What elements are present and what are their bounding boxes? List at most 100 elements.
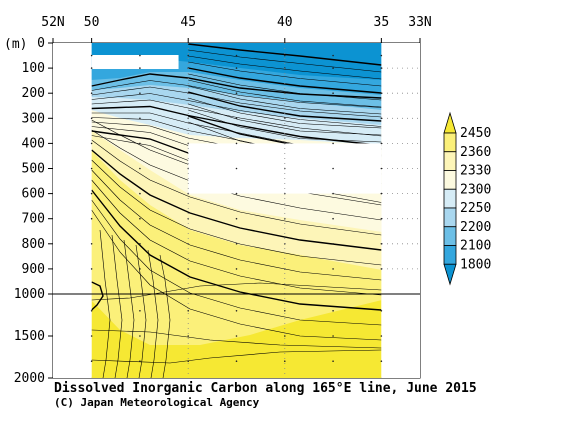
y-tick-label: 300 — [22, 111, 45, 126]
station-sample-dot — [332, 243, 334, 245]
station-sample-dot — [235, 54, 238, 57]
x-tick-label: 50 — [84, 15, 100, 30]
station-sample-dot — [235, 243, 238, 245]
contour-line — [91, 199, 382, 326]
station-sample-dot — [332, 92, 334, 94]
colorbar-label: 2100 — [460, 239, 491, 254]
contour-line — [188, 109, 382, 143]
station-sample-dot — [380, 117, 383, 120]
station-sample-dot — [187, 310, 190, 312]
x-axis-ticks: 52N 50 45 40 35 33N — [41, 15, 432, 43]
station-sample-dot — [139, 243, 141, 245]
station-sample-dot — [90, 67, 93, 69]
station-sample-dot — [90, 268, 93, 270]
contour-line — [91, 209, 382, 341]
no-data-margin — [53, 43, 92, 378]
station-sample-dot — [332, 310, 334, 312]
station-sample-dot — [235, 335, 238, 337]
contour-line — [91, 349, 382, 364]
y-tick-label: 100 — [22, 61, 45, 76]
station-sample-dot — [380, 142, 383, 145]
station-sample-dot — [139, 360, 141, 363]
colorbar-bottom-arrow — [443, 263, 457, 286]
x-tick-label: 35 — [374, 15, 390, 30]
fill-band — [91, 43, 382, 80]
station-sample-dot — [283, 310, 286, 312]
contour-line — [188, 85, 382, 115]
contour-line — [91, 329, 382, 349]
station-sample-dot — [90, 192, 93, 195]
y-unit-label: (m) — [4, 37, 27, 52]
station-sample-dot — [187, 335, 190, 337]
contour-line — [91, 139, 382, 236]
contour-line — [91, 93, 382, 127]
station-sample-dot — [90, 310, 93, 312]
station-sample-dot — [235, 67, 238, 69]
contour-line — [188, 91, 382, 122]
contour-line — [188, 43, 382, 66]
y-tick-label: 1500 — [14, 329, 45, 344]
station-sample-dot — [235, 192, 238, 195]
colorbar-segment — [443, 188, 457, 209]
station-sample-dot — [235, 117, 238, 120]
station-sample-dot — [332, 117, 334, 120]
contour-line — [91, 80, 382, 108]
y-tick-label: 2000 — [14, 371, 45, 386]
station-sample-dot — [139, 310, 141, 312]
station-sample-dot — [90, 54, 93, 57]
station-sample-dot — [380, 92, 383, 94]
y-tick-label: 200 — [22, 86, 45, 101]
no-data-margin — [381, 43, 420, 378]
colorbar-segment — [443, 170, 457, 190]
colorbar-segment — [443, 207, 457, 228]
station-sample-dot — [139, 217, 141, 220]
y-tick-label: 700 — [22, 212, 45, 227]
station-sample-dot — [90, 243, 93, 245]
station-sample-dot — [332, 142, 334, 145]
colorbar-label: 1800 — [460, 257, 491, 272]
colorbar-label: 2360 — [460, 145, 491, 160]
contour-line — [147, 249, 159, 378]
station-sample-dot — [235, 167, 238, 170]
station-sample-dot — [139, 268, 141, 270]
y-tick-label: 1000 — [14, 287, 45, 302]
colorbar-segment — [443, 151, 457, 171]
colorbar-label: 2250 — [460, 201, 491, 216]
colorbar-segment — [443, 245, 457, 265]
station-sample-dot — [139, 142, 141, 145]
contour-line — [91, 189, 382, 311]
station-sample-dot — [332, 335, 334, 337]
y-axis-ticks: 0 100 200 300 400 500 600 700 800 900 1000 1500 2000 — [14, 36, 53, 386]
station-sample-dot — [235, 310, 238, 312]
station-sample-dot — [235, 217, 238, 220]
station-sample-dot — [380, 310, 383, 312]
contour-line — [91, 179, 382, 296]
station-sample-dot — [380, 243, 383, 245]
station-sample-dot — [90, 335, 93, 337]
missing-data-mask — [91, 55, 179, 69]
station-sample-dot — [90, 167, 93, 170]
contour-line — [111, 234, 123, 378]
chart-title: Dissolved Inorganic Carbon along 165°E l… — [54, 381, 477, 396]
x-tick-label: 33N — [408, 15, 431, 30]
contour-line — [188, 49, 382, 73]
colorbar-label: 2450 — [460, 126, 491, 141]
colorbar-label: 2200 — [460, 220, 491, 235]
station-sample-dot — [332, 67, 334, 69]
contour-line — [91, 169, 382, 281]
contour-line — [99, 229, 111, 378]
colorbar-segment — [443, 226, 457, 246]
station-sample-dot — [332, 217, 334, 220]
y-tick-label: 500 — [22, 162, 45, 177]
contour-line — [91, 159, 382, 266]
y-tick-label: 0 — [37, 36, 45, 51]
station-sample-dot — [235, 92, 238, 94]
colorbar-top-arrow — [443, 111, 457, 134]
station-sample-dot — [139, 192, 141, 195]
colorbar-segment — [443, 132, 457, 153]
station-sample-dot — [139, 167, 141, 170]
contour-line — [91, 282, 382, 301]
station-sample-dot — [332, 192, 334, 195]
y-tick-label: 900 — [22, 262, 45, 277]
x-tick-label: 52N — [41, 15, 64, 30]
